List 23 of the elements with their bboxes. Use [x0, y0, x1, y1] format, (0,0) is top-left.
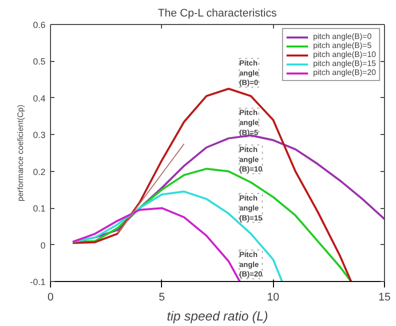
legend-label: pitch angle(B)=20: [313, 68, 376, 77]
line-series: [72, 88, 352, 282]
legend-label: pitch angle(B)=15: [313, 59, 376, 68]
y-tick-label: 0: [40, 240, 46, 250]
line-series: [72, 190, 284, 282]
x-tick-label: 0: [47, 292, 54, 304]
y-tick-label: 0.4: [32, 93, 46, 104]
x-tick-label: 15: [378, 292, 391, 304]
line-series: [72, 207, 241, 282]
legend-label: pitch angle(B)=0: [313, 32, 372, 41]
y-tick-label: 0.2: [32, 166, 46, 177]
y-axis-title: performance coeficient(Cp): [16, 104, 25, 202]
y-tick-label: 0.6: [32, 20, 46, 30]
y-tick-label: 0.3: [32, 130, 46, 140]
y-tick-label: -0.1: [30, 277, 46, 287]
legend-label: pitch angle(B)=10: [313, 50, 376, 59]
y-tick-label: 0.1: [32, 204, 46, 214]
x-tick-label: 10: [267, 292, 280, 304]
chart-title: The Cp-L characteristics: [158, 8, 278, 20]
legend-label: pitch angle(B)=5: [313, 41, 372, 50]
x-tick-label: 5: [158, 292, 165, 304]
y-tick-label: 0.5: [32, 56, 46, 67]
x-axis-title: tip speed ratio (L): [166, 308, 268, 324]
